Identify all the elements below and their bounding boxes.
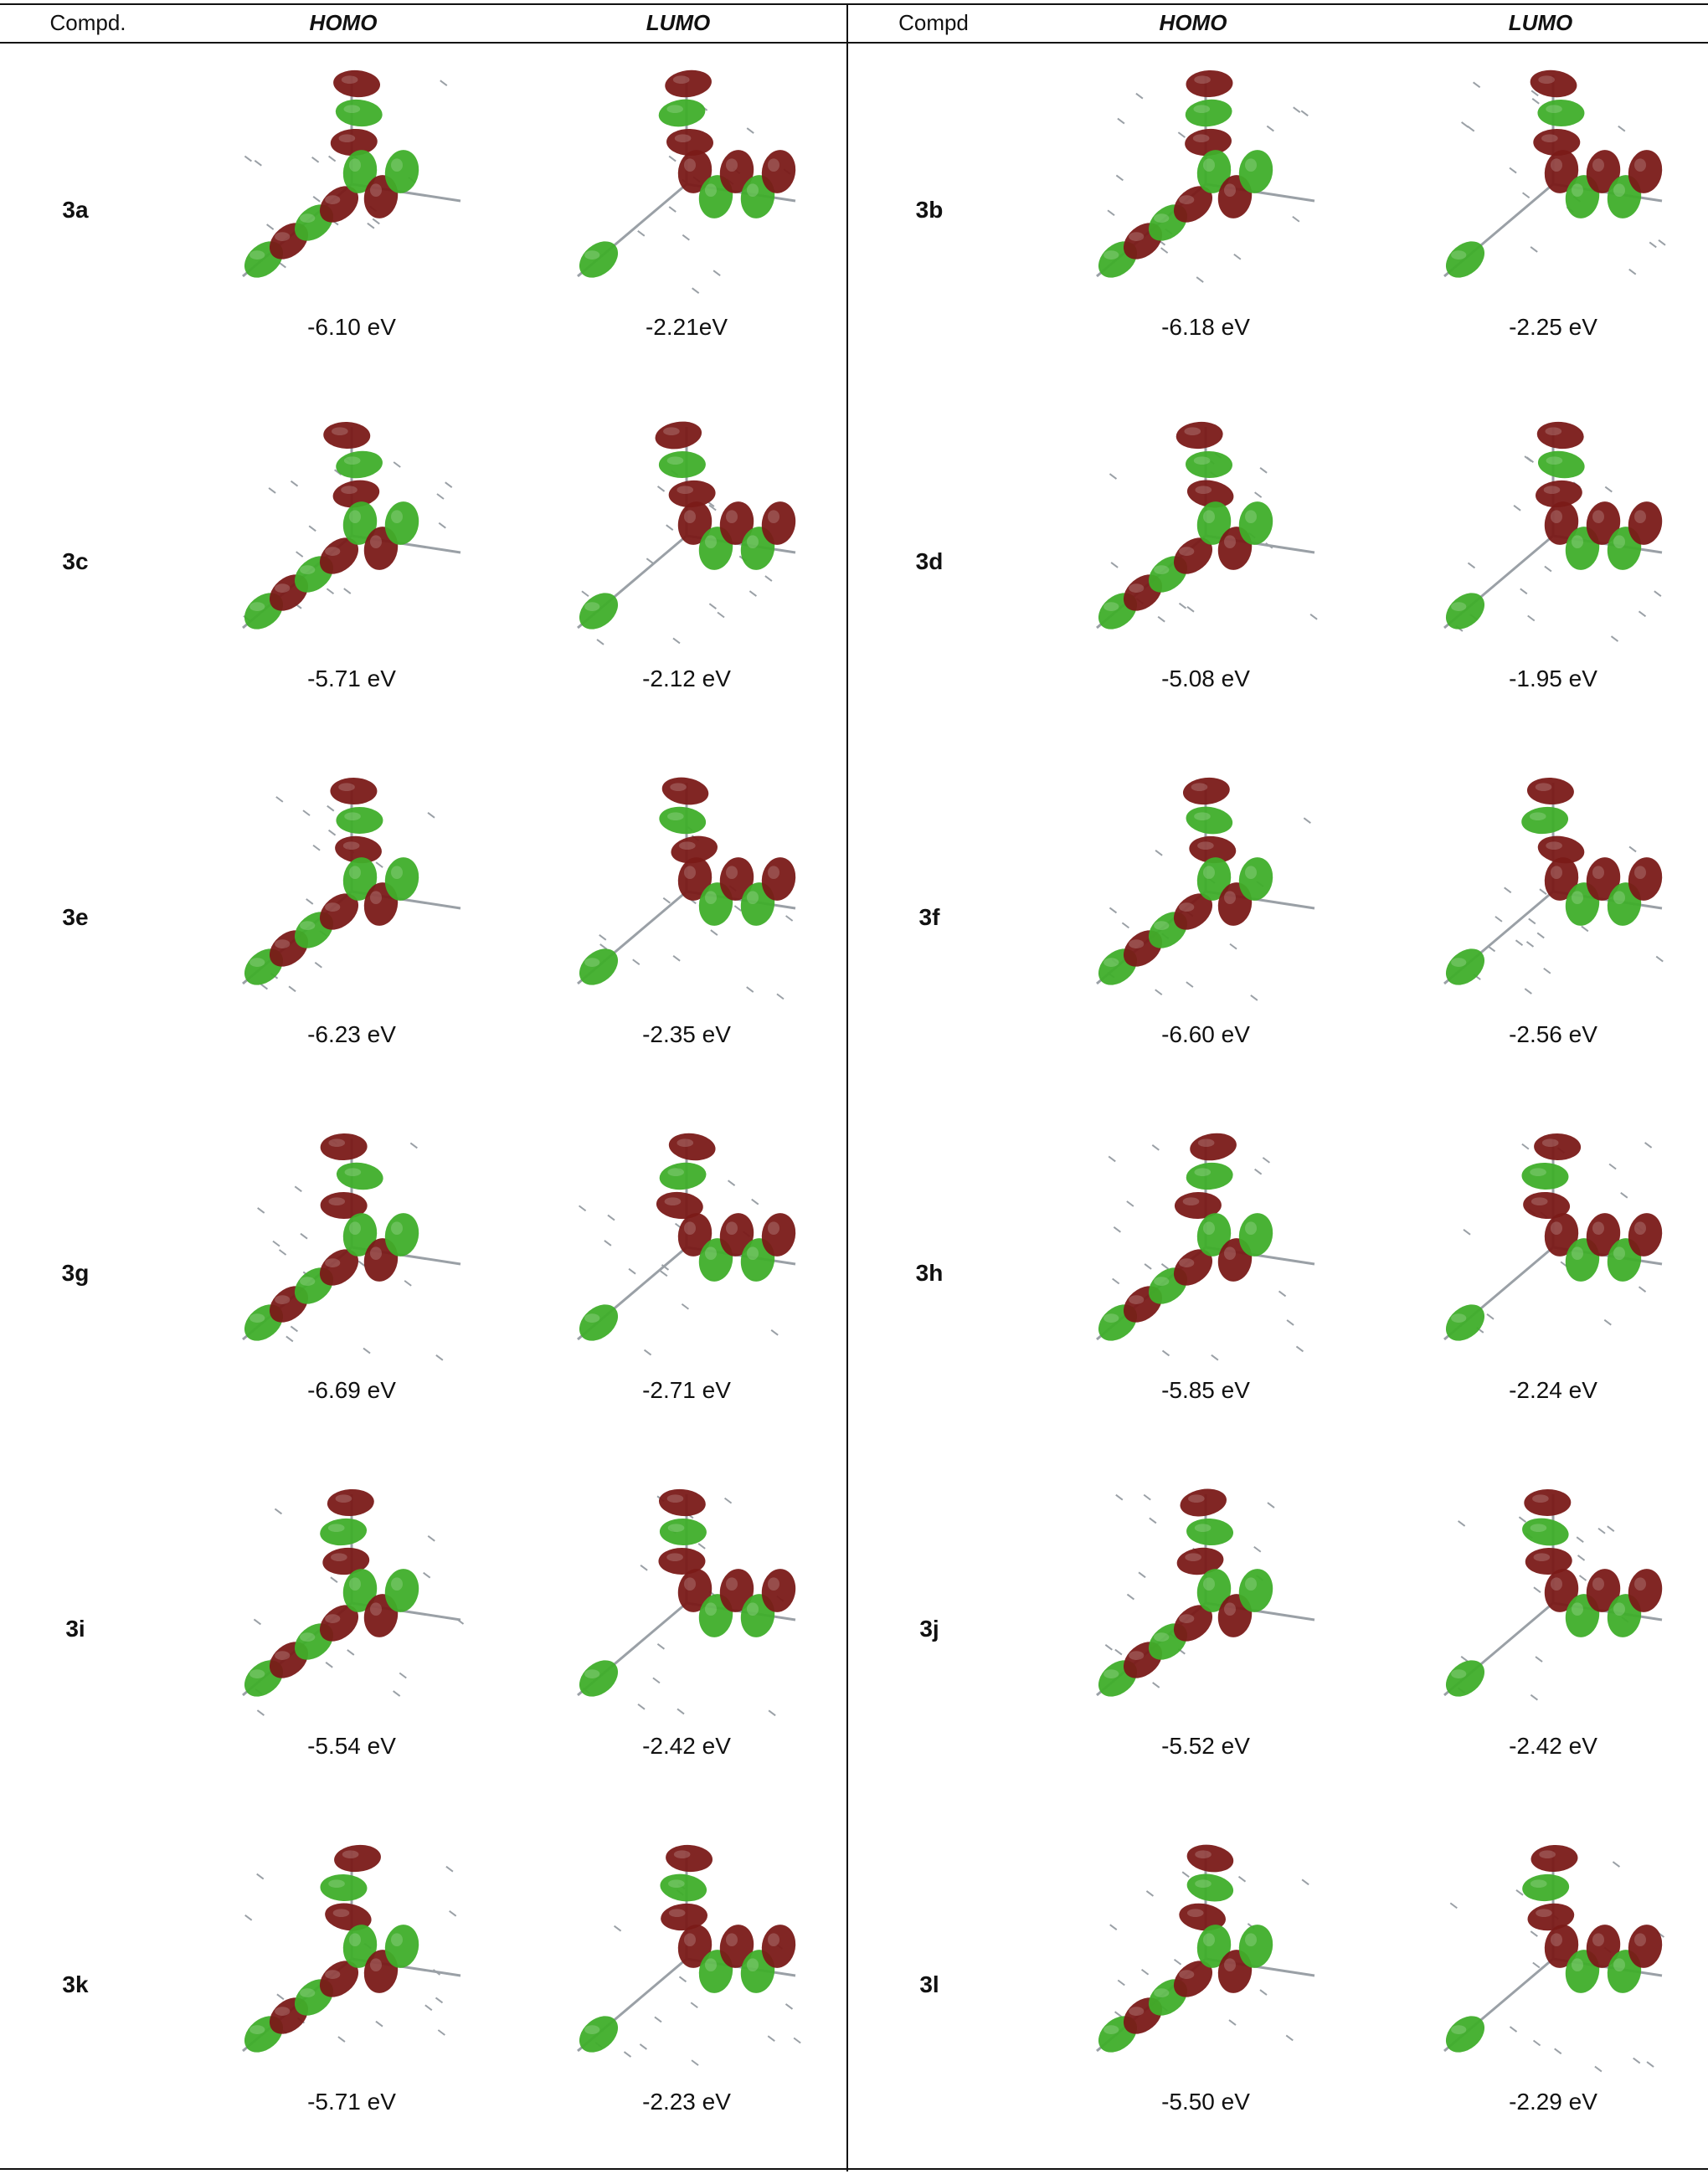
homo-orbital-image-3b <box>1080 59 1331 310</box>
lumo-orbital-image-3f <box>1428 766 1679 1017</box>
table-bottom-rule <box>0 2168 1708 2170</box>
homo-energy-3f: -6.60 eV <box>1161 1021 1250 1047</box>
homo-orbital-image-3a <box>226 59 477 310</box>
homo-orbital-image-3e <box>226 766 477 1017</box>
compound-id-3k: 3k <box>62 1971 89 1997</box>
header-compd-right: Compd <box>898 10 969 35</box>
compound-id-3i: 3i <box>65 1616 85 1642</box>
lumo-energy-3g: -2.71 eV <box>642 1377 731 1403</box>
homo-orbital-image-3i <box>226 1478 477 1729</box>
lumo-energy-3b: -2.25 eV <box>1509 314 1597 340</box>
homo-orbital-image-3c <box>226 410 477 661</box>
header-homo-right: HOMO <box>1159 10 1227 35</box>
lumo-orbital-image-3g <box>561 1122 812 1373</box>
header-rule <box>0 42 1708 44</box>
homo-energy-3a: -6.10 eV <box>307 314 396 340</box>
lumo-orbital-image-3h <box>1428 1122 1679 1373</box>
compound-id-3b: 3b <box>915 197 944 223</box>
compound-id-3j: 3j <box>919 1616 939 1642</box>
lumo-energy-3k: -2.23 eV <box>642 2089 731 2115</box>
compound-id-3e: 3e <box>62 904 89 930</box>
lumo-energy-3h: -2.24 eV <box>1509 1377 1597 1403</box>
homo-orbital-image-3h <box>1080 1122 1331 1373</box>
compound-id-3d: 3d <box>915 548 944 574</box>
homo-energy-3l: -5.50 eV <box>1161 2089 1250 2115</box>
lumo-orbital-image-3j <box>1428 1478 1679 1729</box>
homo-orbital-image-3g <box>226 1122 477 1373</box>
lumo-energy-3f: -2.56 eV <box>1509 1021 1597 1047</box>
homo-energy-3j: -5.52 eV <box>1161 1733 1250 1759</box>
lumo-energy-3d: -1.95 eV <box>1509 666 1597 691</box>
lumo-energy-3l: -2.29 eV <box>1509 2089 1597 2115</box>
compound-id-3h: 3h <box>915 1260 944 1286</box>
column-divider <box>846 3 848 2171</box>
homo-energy-3d: -5.08 eV <box>1161 666 1250 691</box>
lumo-energy-3a: -2.21eV <box>645 314 728 340</box>
homo-energy-3k: -5.71 eV <box>307 2089 396 2115</box>
lumo-energy-3i: -2.42 eV <box>642 1733 731 1759</box>
homo-energy-3g: -6.69 eV <box>307 1377 396 1403</box>
compound-id-3g: 3g <box>61 1260 90 1286</box>
header-lumo-right: LUMO <box>1508 10 1573 35</box>
header-homo-left: HOMO <box>309 10 378 35</box>
compound-id-3l: 3l <box>919 1971 939 1997</box>
lumo-orbital-image-3a <box>561 59 812 310</box>
lumo-energy-3j: -2.42 eV <box>1509 1733 1597 1759</box>
homo-orbital-image-3k <box>226 1833 477 2084</box>
lumo-orbital-image-3b <box>1428 59 1679 310</box>
homo-orbital-image-3d <box>1080 410 1331 661</box>
lumo-orbital-image-3l <box>1428 1833 1679 2084</box>
homo-orbital-image-3j <box>1080 1478 1331 1729</box>
lumo-energy-3e: -2.35 eV <box>642 1021 731 1047</box>
header-lumo-left: LUMO <box>646 10 711 35</box>
lumo-orbital-image-3d <box>1428 410 1679 661</box>
lumo-orbital-image-3i <box>561 1478 812 1729</box>
header-compd-left: Compd. <box>49 10 126 35</box>
compound-id-3c: 3c <box>62 548 89 574</box>
lumo-orbital-image-3e <box>561 766 812 1017</box>
homo-energy-3c: -5.71 eV <box>307 666 396 691</box>
lumo-orbital-image-3k <box>561 1833 812 2084</box>
compound-id-3f: 3f <box>918 904 940 930</box>
homo-orbital-image-3f <box>1080 766 1331 1017</box>
homo-energy-3i: -5.54 eV <box>307 1733 396 1759</box>
homo-energy-3e: -6.23 eV <box>307 1021 396 1047</box>
homo-energy-3h: -5.85 eV <box>1161 1377 1250 1403</box>
lumo-energy-3c: -2.12 eV <box>642 666 731 691</box>
homo-energy-3b: -6.18 eV <box>1161 314 1250 340</box>
homo-orbital-image-3l <box>1080 1833 1331 2084</box>
compound-id-3a: 3a <box>62 197 89 223</box>
lumo-orbital-image-3c <box>561 410 812 661</box>
table-top-rule <box>0 3 1708 5</box>
